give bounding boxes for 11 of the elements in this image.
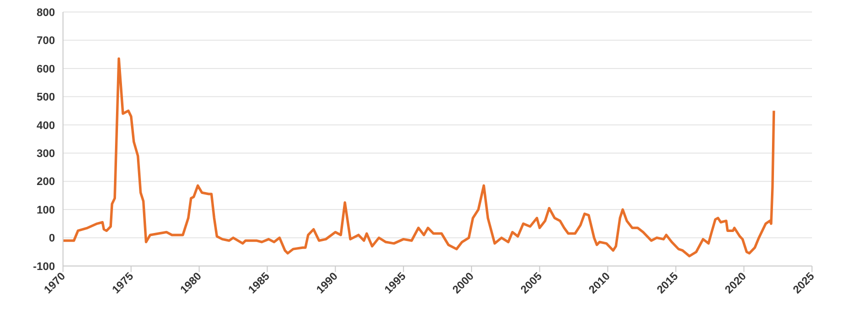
y-tick-label: 500: [36, 92, 55, 104]
y-tick-label: 600: [36, 63, 55, 76]
y-tick-label: -100: [32, 260, 55, 273]
y-tick-label: 200: [36, 176, 55, 188]
y-tick-label: 700: [36, 35, 55, 48]
y-tick-label: 400: [36, 120, 55, 132]
line-series: [63, 57, 776, 258]
y-tick-label: 100: [36, 204, 55, 216]
y-tick-label: 300: [36, 148, 55, 160]
y-tick-label: 0: [48, 232, 55, 245]
y-tick-label: 800: [36, 6, 55, 19]
